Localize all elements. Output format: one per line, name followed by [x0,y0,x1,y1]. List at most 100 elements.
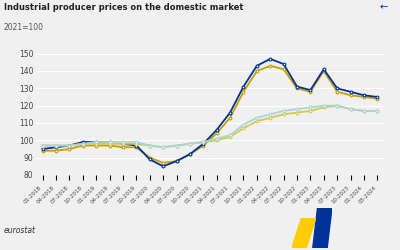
Euro area total industry excl. energy [321,106,326,109]
Euro area total industry excl. energy [375,109,380,112]
EU total industry [375,96,380,98]
Euro area total industry excl. energy [147,144,152,147]
EU total industry excl. energy [201,140,206,143]
EU total industry [107,140,112,143]
Euro area total industry [294,87,299,90]
EU total industry [268,57,273,60]
Euro area total industry excl. energy [40,144,45,147]
Euro area total industry excl. energy [121,142,126,145]
EU total industry excl. energy [80,142,85,145]
Euro area total industry [94,144,99,147]
EU total industry excl. energy [228,134,232,137]
EU total industry [147,158,152,161]
EU total industry excl. energy [161,146,166,149]
EU total industry [348,90,353,93]
EU total industry [294,85,299,88]
Euro area total industry excl. energy [294,111,299,114]
Line: EU total industry: EU total industry [41,58,379,168]
Euro area total industry [54,149,58,152]
EU total industry [54,146,58,149]
Euro area total industry [214,132,219,135]
EU total industry [134,144,139,147]
Euro area total industry excl. energy [335,104,340,107]
Euro area total industry excl. energy [281,113,286,116]
EU total industry excl. energy [308,106,313,109]
Euro area total industry excl. energy [268,116,273,119]
Euro area total industry [40,149,45,152]
EU total industry excl. energy [348,108,353,111]
Euro area total industry [67,148,72,150]
Euro area total industry [281,68,286,71]
Polygon shape [292,218,316,248]
EU total industry [40,148,45,150]
Euro area total industry [134,146,139,149]
EU total industry [281,62,286,66]
Euro area total industry [201,144,206,147]
Euro area total industry excl. energy [134,142,139,145]
Euro area total industry excl. energy [362,109,366,112]
Euro area total industry [348,94,353,97]
EU total industry [94,140,99,143]
EU total industry excl. energy [54,144,58,147]
EU total industry excl. energy [241,123,246,126]
EU total industry excl. energy [362,109,366,112]
Euro area total industry [362,96,366,98]
EU total industry excl. energy [335,104,340,107]
EU total industry [201,142,206,145]
Euro area total industry [335,90,340,93]
Euro area total industry [241,90,246,93]
EU total industry [362,94,366,97]
Euro area total industry [228,116,232,119]
EU total industry excl. energy [94,140,99,143]
EU total industry [228,111,232,114]
EU total industry excl. energy [281,109,286,112]
Euro area total industry excl. energy [254,120,259,123]
EU total industry [80,140,85,143]
Euro area total industry [321,70,326,72]
Euro area total industry [161,161,166,164]
Euro area total industry excl. energy [308,109,313,112]
Euro area total industry excl. energy [54,144,58,147]
EU total industry excl. energy [147,144,152,147]
Euro area total industry [80,144,85,147]
EU total industry [174,160,179,163]
EU total industry [321,68,326,71]
Euro area total industry [188,153,192,156]
Text: eurostat: eurostat [4,226,36,235]
Euro area total industry excl. energy [107,142,112,145]
Line: Euro area total industry excl. energy: Euro area total industry excl. energy [41,104,379,149]
EU total industry excl. energy [134,140,139,143]
Euro area total industry [308,90,313,93]
Euro area total industry excl. energy [67,144,72,147]
Euro area total industry excl. energy [188,142,192,145]
Text: ←: ← [380,2,388,12]
Text: Industrial producer prices on the domestic market: Industrial producer prices on the domest… [4,2,244,12]
Euro area total industry excl. energy [174,144,179,147]
Polygon shape [313,208,332,248]
Text: 2021=100: 2021=100 [4,22,44,32]
Euro area total industry excl. energy [161,146,166,149]
Euro area total industry [147,156,152,159]
EU total industry excl. energy [321,104,326,107]
EU total industry [241,85,246,88]
EU total industry excl. energy [40,144,45,147]
Euro area total industry excl. energy [214,139,219,142]
Euro area total industry excl. energy [201,140,206,143]
EU total industry excl. energy [174,144,179,147]
Euro area total industry excl. energy [228,135,232,138]
Euro area total industry [121,146,126,149]
EU total industry [214,128,219,132]
EU total industry [121,142,126,145]
EU total industry [67,144,72,147]
EU total industry excl. energy [294,108,299,111]
EU total industry [161,165,166,168]
EU total industry excl. energy [254,116,259,119]
Euro area total industry [268,64,273,67]
EU total industry excl. energy [121,140,126,143]
EU total industry excl. energy [188,142,192,145]
Euro area total industry excl. energy [348,108,353,111]
EU total industry excl. energy [67,144,72,147]
Euro area total industry [107,144,112,147]
Line: Euro area total industry: Euro area total industry [41,64,379,164]
EU total industry excl. energy [214,137,219,140]
